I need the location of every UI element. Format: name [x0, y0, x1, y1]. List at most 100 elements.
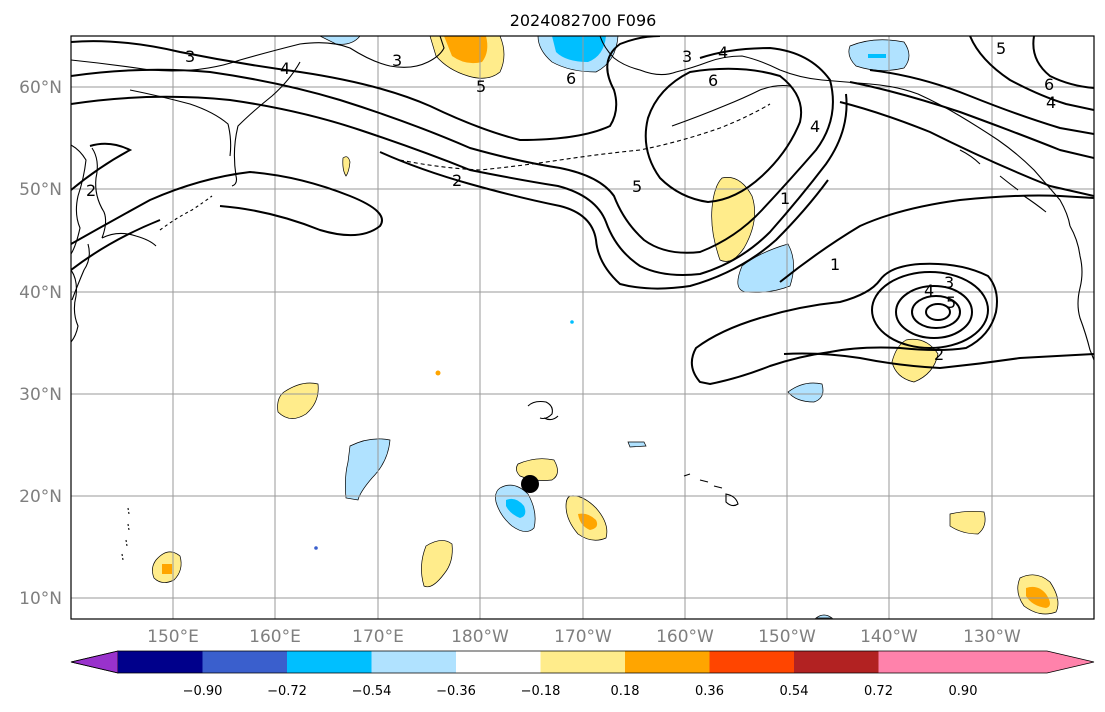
lat-label: 30°N: [19, 385, 62, 405]
contour-line: [779, 194, 1094, 283]
colorbar-label: 0.54: [780, 684, 809, 699]
anomaly-strong-negative-region: [552, 36, 606, 62]
contour-line: [71, 46, 834, 254]
lat-label: 50°N: [19, 180, 62, 200]
colorbar-label: 0.18: [611, 684, 640, 699]
lat-label: 20°N: [19, 487, 62, 507]
latitude-labels: 60°N 50°N 40°N 30°N 20°N 10°N: [19, 78, 62, 609]
contour-label: 2: [86, 181, 96, 200]
contour-label: 3: [682, 47, 692, 66]
anomaly-negative-region: [814, 614, 834, 619]
map-frame: [70, 35, 1095, 620]
anomaly-positive-region: [949, 510, 986, 535]
anomaly-positive-region: [277, 382, 319, 419]
anomaly-negative-region: [627, 441, 647, 448]
colorbar-label: 0.36: [695, 684, 724, 699]
colorbar-extend-low: [70, 650, 119, 674]
colorbar: −0.90 −0.72 −0.54 −0.36 −0.18 0.18 0.36 …: [70, 650, 1095, 699]
lat-label: 40°N: [19, 283, 62, 303]
lon-label: 130°W: [963, 627, 1021, 647]
contour-label: 2: [934, 345, 944, 364]
lon-label: 170°W: [554, 627, 612, 647]
colorbar-label: −0.54: [352, 684, 392, 699]
anomaly-strong-negative-region: [506, 498, 526, 518]
colorbar-label: −0.90: [183, 684, 223, 699]
contour-label: 4: [1046, 93, 1056, 112]
colorbar-segment: [625, 651, 710, 673]
contour-line: [1032, 36, 1094, 89]
anomaly-positive-region: [516, 458, 558, 481]
anomaly-positive-region: [421, 540, 453, 588]
lon-label: 150°E: [147, 627, 199, 647]
longitude-labels: 150°E 160°E 170°E 180°W 170°W 160°W 150°…: [147, 627, 1021, 647]
contour-label: 6: [708, 71, 718, 90]
contour-line: [783, 352, 1094, 370]
lat-label: 10°N: [19, 589, 62, 609]
colorbar-extend-high: [963, 651, 1094, 673]
colorbar-label: −0.72: [267, 684, 307, 699]
colorbar-label: 0.90: [949, 684, 978, 699]
colorbar-segment: [878, 651, 963, 673]
contour-line: [869, 69, 1094, 135]
coastline-kurils: [159, 195, 213, 231]
lon-label: 160°W: [656, 627, 714, 647]
contour-label: 4: [924, 281, 934, 300]
contour-line: [925, 303, 951, 321]
contour-label: 6: [1044, 75, 1054, 94]
contour-label: 2: [452, 171, 462, 190]
contour-label: 3: [392, 51, 402, 70]
contour-label: 5: [946, 293, 956, 312]
lon-label: 170°E: [352, 627, 404, 647]
contour-line: [849, 81, 1094, 159]
anomaly-negative-region: [314, 546, 318, 550]
coastline-hawaii: [683, 473, 739, 507]
contour-line: [71, 93, 848, 276]
anomaly-strong-negative-region: [868, 54, 886, 58]
contour-label: 4: [718, 43, 728, 62]
anomaly-negative-region: [787, 382, 824, 403]
colorbar-segment: [794, 651, 879, 673]
colorbar-label: 0.72: [864, 684, 893, 699]
map-title: 2024082700 F096: [510, 11, 657, 30]
coastline-asia-mainland: [71, 144, 87, 255]
colorbar-segment: [709, 651, 794, 673]
contour-label: 5: [996, 39, 1006, 58]
lat-label: 60°N: [19, 78, 62, 98]
contour-line: [871, 271, 989, 349]
contour-label: 5: [476, 77, 486, 96]
lon-label: 150°W: [758, 627, 816, 647]
coastline-japan: [71, 232, 157, 301]
colorbar-segment: [118, 651, 203, 673]
contour-label: 4: [810, 117, 820, 136]
contour-label: 1: [780, 189, 790, 208]
anomaly-negative-region: [570, 320, 574, 324]
contour-labels: 3 4 3 5 6 3 4 6 2 5 4 1 1 2 3 4 5 2 5 6 …: [86, 39, 1056, 364]
lon-label: 180°W: [451, 627, 509, 647]
contour-label: 1: [830, 255, 840, 274]
anomaly-strong-positive-region: [1026, 586, 1050, 608]
contour-line: [911, 295, 961, 329]
anomaly-strong-positive-region: [162, 564, 172, 574]
contour-line: [969, 36, 1094, 111]
lon-label: 160°E: [249, 627, 301, 647]
lon-label: 140°W: [860, 627, 918, 647]
contour-line: [71, 170, 383, 245]
coastline-alaska: [599, 36, 1071, 227]
coastline-alaska-peninsula: [671, 84, 791, 127]
contour-line: [644, 67, 802, 204]
contour-label: 6: [566, 69, 576, 88]
anomaly-strong-positive-region: [444, 36, 488, 64]
contour-line: [71, 36, 661, 142]
contour-label: 3: [944, 273, 954, 292]
contour-line: [379, 151, 829, 290]
colorbar-segment: [202, 651, 287, 673]
coastline-north-america: [1069, 225, 1094, 361]
graticule: [71, 36, 1094, 619]
contour-line: [71, 142, 161, 271]
coastline-kamchatka: [231, 61, 301, 187]
colorbar-segment: [540, 651, 625, 673]
contour-line: [839, 101, 1094, 197]
anomaly-negative-region: [344, 438, 391, 501]
colorbar-outline: [70, 650, 1095, 674]
